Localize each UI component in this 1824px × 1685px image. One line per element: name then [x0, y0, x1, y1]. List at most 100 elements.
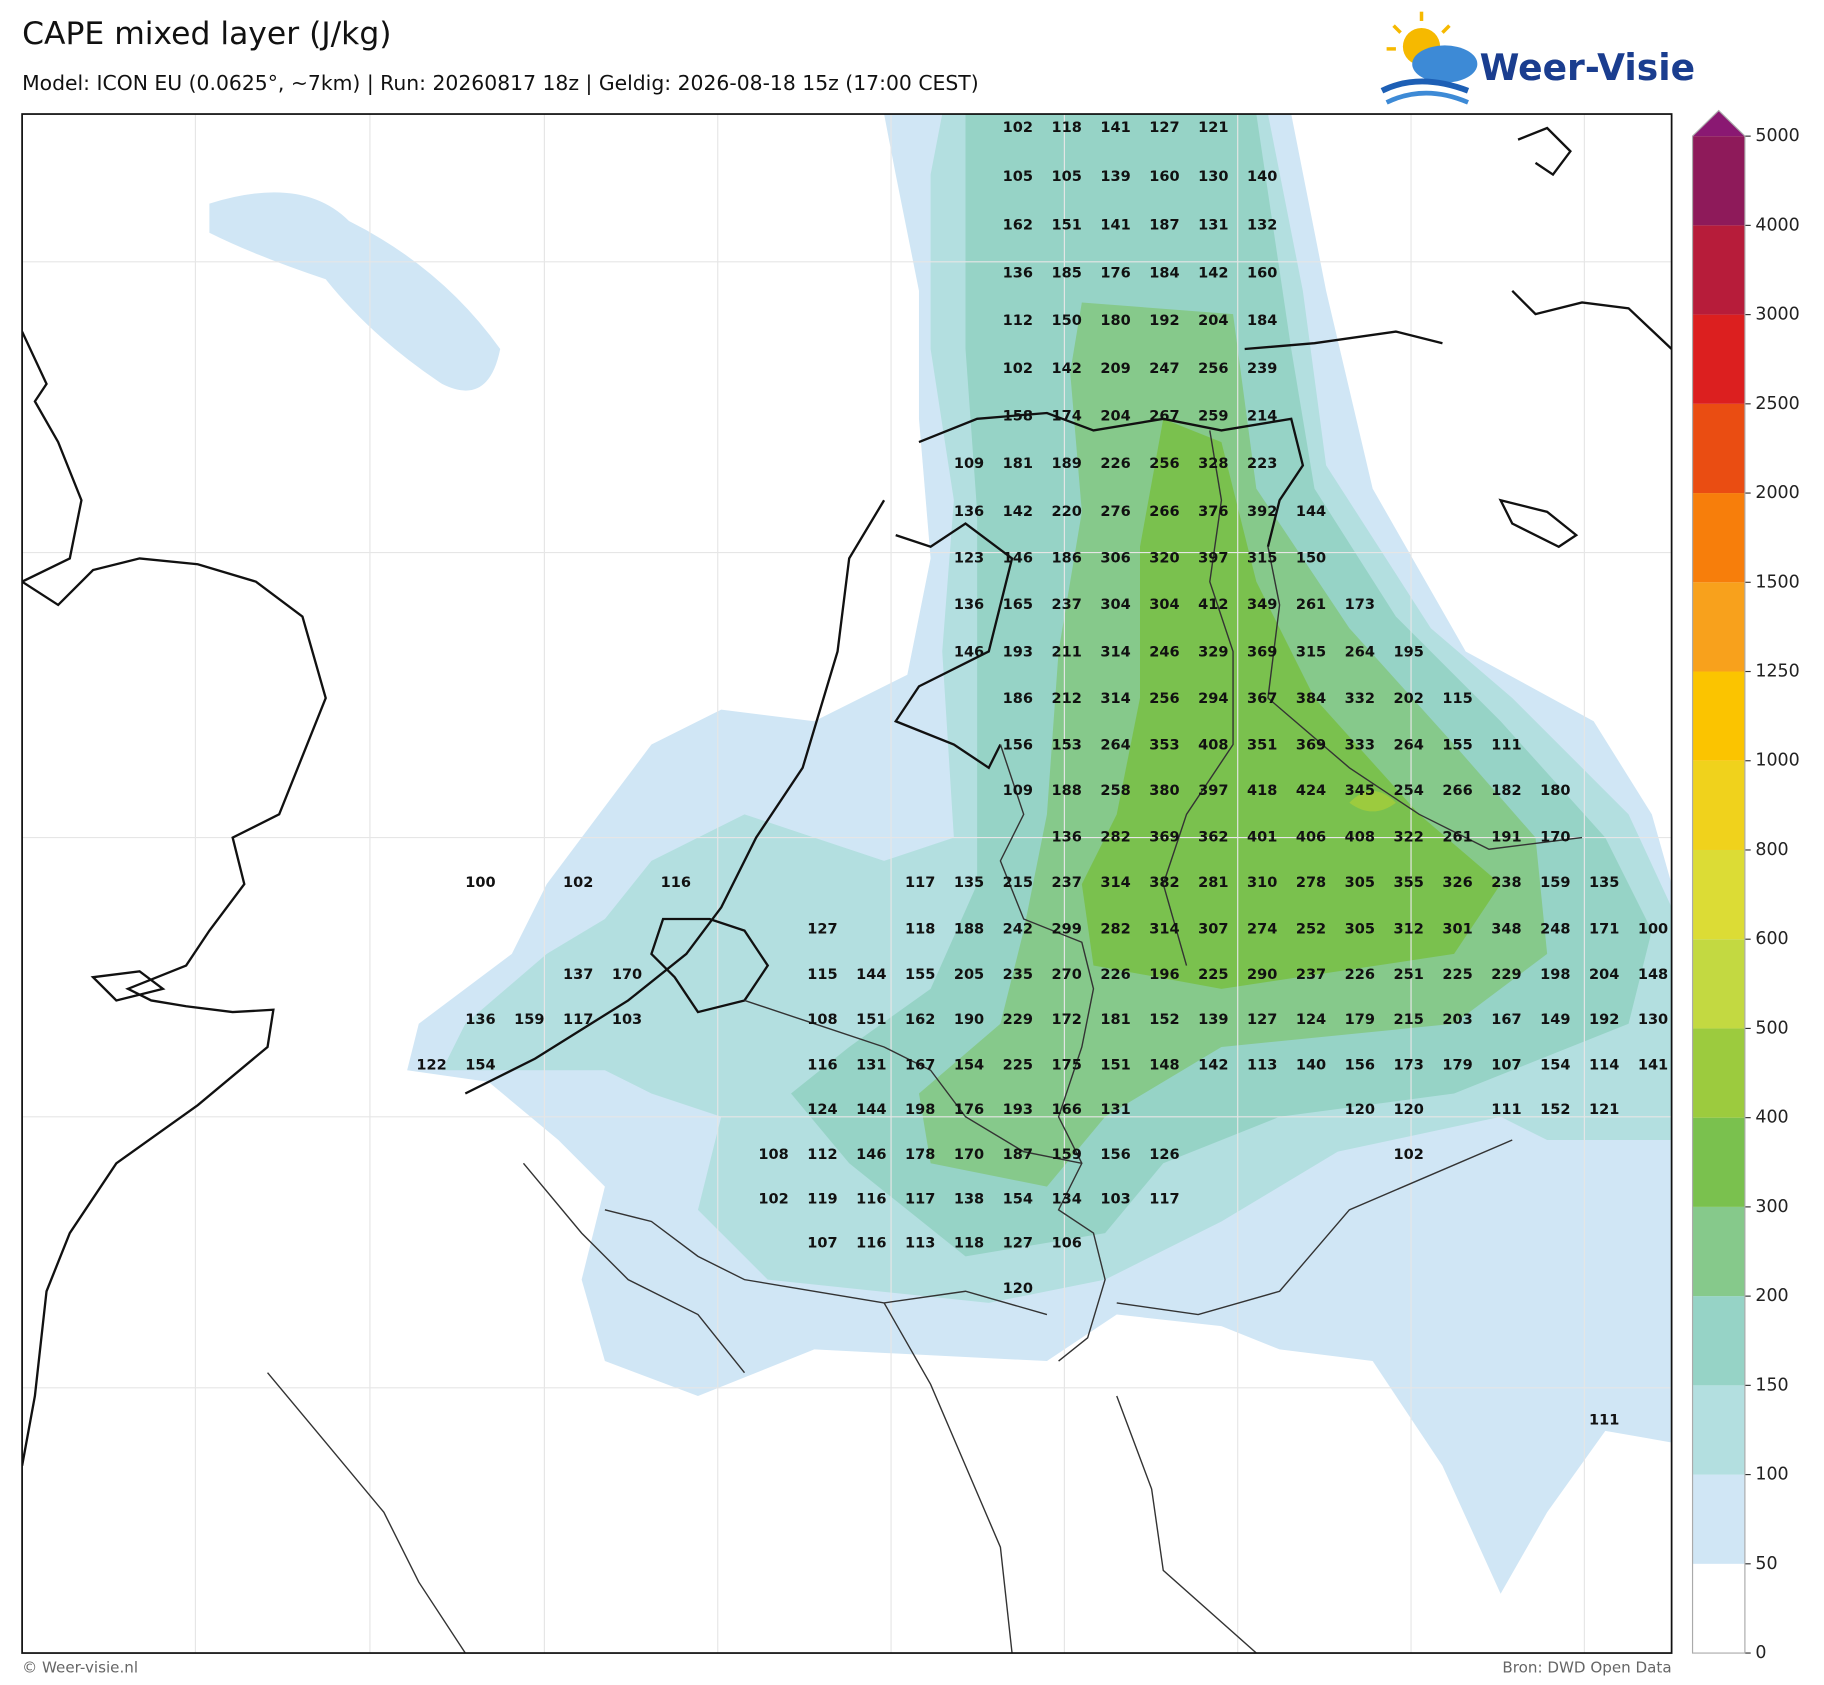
cape-value: 162 — [905, 1012, 935, 1028]
cape-value: 131 — [1100, 1102, 1130, 1118]
colorbar-tick-label: 100 — [1755, 1465, 1788, 1485]
cape-value: 105 — [1003, 169, 1033, 185]
colorbar-tick-label: 0 — [1755, 1643, 1766, 1663]
cape-value: 401 — [1247, 830, 1277, 846]
cape-value: 362 — [1198, 830, 1228, 846]
subtitle: Model: ICON EU (0.0625°, ~7km) | Run: 20… — [22, 71, 979, 96]
cape-value: 212 — [1052, 691, 1082, 707]
cape-value: 412 — [1198, 597, 1228, 613]
cape-value: 214 — [1247, 408, 1277, 424]
footer-right: Bron: DWD Open Data — [1502, 1659, 1671, 1677]
cape-value: 166 — [1052, 1102, 1082, 1118]
cape-value: 173 — [1394, 1058, 1424, 1074]
cape-value: 136 — [1003, 265, 1033, 281]
cape-value: 109 — [954, 456, 984, 472]
cape-value: 136 — [954, 597, 984, 613]
cape-value: 242 — [1003, 921, 1033, 937]
cape-value: 209 — [1100, 361, 1130, 377]
cape-value: 185 — [1052, 265, 1082, 281]
colorbar-tick-label: 2500 — [1755, 394, 1799, 414]
cape-area — [209, 192, 501, 391]
cape-value: 141 — [1638, 1058, 1668, 1074]
cape-value: 179 — [1345, 1012, 1375, 1028]
cape-value: 118 — [1052, 120, 1082, 136]
cape-value: 107 — [807, 1236, 837, 1252]
cape-value: 252 — [1296, 921, 1326, 937]
cape-value: 111 — [1589, 1412, 1619, 1428]
cape-value: 314 — [1100, 875, 1130, 891]
cape-value: 187 — [1149, 218, 1179, 234]
cape-value: 369 — [1247, 645, 1277, 661]
cape-value: 117 — [905, 875, 935, 891]
cape-value: 152 — [1540, 1102, 1570, 1118]
cape-value: 184 — [1149, 265, 1179, 281]
cape-value: 150 — [1296, 550, 1326, 566]
map-frame — [21, 113, 1673, 1654]
cape-value: 120 — [1394, 1102, 1424, 1118]
cape-value: 144 — [856, 967, 886, 983]
cape-value: 144 — [1296, 504, 1326, 520]
colorbar-segment — [1692, 493, 1745, 583]
cape-value: 204 — [1589, 967, 1619, 983]
cape-value: 195 — [1394, 645, 1424, 661]
cape-value: 153 — [1052, 738, 1082, 754]
cape-value: 193 — [1003, 1102, 1033, 1118]
cape-value: 146 — [954, 645, 984, 661]
cape-value: 294 — [1198, 691, 1228, 707]
cape-value: 264 — [1345, 645, 1375, 661]
cape-value: 198 — [905, 1102, 935, 1118]
cape-value: 122 — [416, 1058, 446, 1074]
cape-value: 132 — [1247, 218, 1277, 234]
cape-value: 266 — [1442, 783, 1472, 799]
cape-value: 189 — [1052, 456, 1082, 472]
cape-value: 124 — [1296, 1012, 1326, 1028]
colorbar-segment — [1692, 939, 1745, 1029]
cape-value: 105 — [1052, 169, 1082, 185]
cape-value: 225 — [1442, 967, 1472, 983]
cape-value: 159 — [1540, 875, 1570, 891]
cape-value: 176 — [954, 1102, 984, 1118]
colorbar-segment — [1692, 671, 1745, 761]
cape-value: 205 — [954, 967, 984, 983]
cape-value: 142 — [1198, 265, 1228, 281]
cape-value: 226 — [1100, 456, 1130, 472]
cape-value: 290 — [1247, 967, 1277, 983]
cape-value: 118 — [954, 1236, 984, 1252]
cape-value: 278 — [1296, 875, 1326, 891]
cape-value: 111 — [1491, 738, 1521, 754]
cape-value: 351 — [1247, 738, 1277, 754]
cape-value: 155 — [1442, 738, 1472, 754]
cape-value: 102 — [758, 1191, 788, 1207]
cape-value: 159 — [1052, 1147, 1082, 1163]
cape-value: 170 — [1540, 830, 1570, 846]
cape-value: 264 — [1100, 738, 1130, 754]
colorbar-segment — [1692, 314, 1745, 404]
cape-value: 120 — [1003, 1281, 1033, 1297]
cape-value: 204 — [1100, 408, 1130, 424]
cape-value: 139 — [1198, 1012, 1228, 1028]
cape-value: 281 — [1198, 875, 1228, 891]
cape-value: 349 — [1247, 597, 1277, 613]
cape-value: 102 — [1003, 120, 1033, 136]
colorbar-segment — [1692, 1385, 1745, 1475]
cape-value: 179 — [1442, 1058, 1472, 1074]
cape-value: 305 — [1345, 921, 1375, 937]
cape-value: 172 — [1052, 1012, 1082, 1028]
cape-value: 111 — [1491, 1102, 1521, 1118]
colorbar-extend — [1692, 110, 1745, 137]
cape-value: 113 — [1247, 1058, 1277, 1074]
colorbar-segment — [1692, 1206, 1745, 1297]
cape-value: 305 — [1345, 875, 1375, 891]
cape-value: 165 — [1003, 597, 1033, 613]
cape-value: 131 — [1198, 218, 1228, 234]
cape-value: 204 — [1198, 313, 1228, 329]
colorbar-tick-label: 200 — [1755, 1286, 1788, 1306]
cape-value: 167 — [1491, 1012, 1521, 1028]
cape-value: 120 — [1345, 1102, 1375, 1118]
cape-value: 333 — [1345, 738, 1375, 754]
colorbar-segment — [1692, 1028, 1745, 1118]
cape-value: 112 — [807, 1147, 837, 1163]
cape-value: 226 — [1100, 967, 1130, 983]
cape-value: 103 — [1100, 1191, 1130, 1207]
